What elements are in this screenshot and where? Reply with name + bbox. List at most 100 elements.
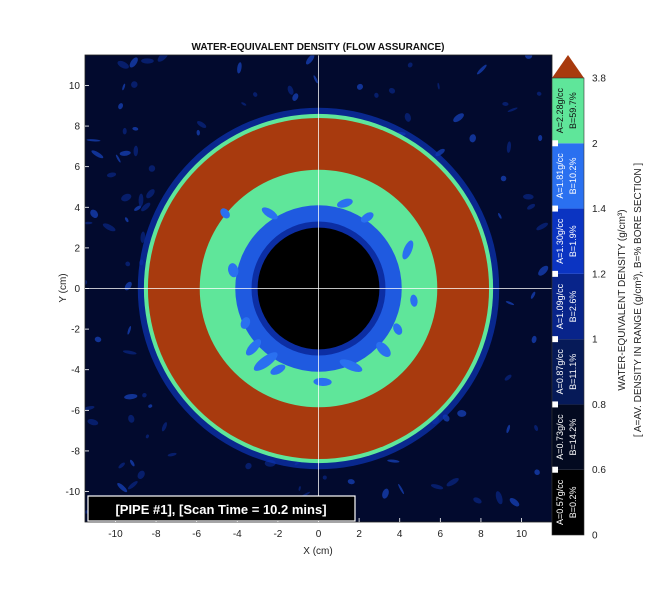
y-tick-label: -8 — [71, 446, 80, 457]
y-tick-label: 6 — [74, 162, 80, 173]
noise-speckle — [322, 475, 327, 480]
noise-speckle — [509, 497, 520, 507]
y-tick-label: -4 — [71, 365, 80, 376]
noise-speckle — [197, 121, 207, 128]
noise-speckle — [133, 145, 139, 157]
noise-speckle — [115, 154, 121, 163]
deposit-inclusion — [228, 263, 239, 278]
colorbar-band — [552, 469, 584, 535]
deposit-inclusion — [393, 323, 403, 335]
noise-speckle — [118, 462, 125, 469]
x-tick-label: -6 — [192, 529, 201, 540]
colorbar-overflow-arrow — [552, 55, 584, 78]
scan-annotation: [PIPE #1], [Scan Time = 10.2 mins] — [87, 495, 356, 522]
colorbar-tick-label: 0.6 — [592, 465, 606, 476]
deposit-inclusion — [313, 377, 332, 386]
noise-speckle — [382, 488, 389, 499]
noise-speckle — [141, 202, 151, 212]
colorbar-title: WATER-EQUIVALENT DENSITY (g/cm³) — [617, 209, 628, 390]
noise-speckle — [122, 83, 126, 91]
x-tick-label: 8 — [478, 529, 484, 540]
noise-speckle — [298, 486, 301, 491]
noise-speckle — [469, 134, 476, 143]
colorbar-band-label-a: A=1.30g/cc — [555, 218, 565, 264]
noise-speckle — [538, 265, 549, 276]
noise-speckle — [148, 165, 156, 172]
noise-speckle — [127, 325, 132, 335]
colorbar-tick-label: 1.2 — [592, 269, 606, 280]
noise-speckle — [374, 92, 379, 98]
noise-speckle — [196, 129, 200, 136]
deposit-inclusion — [337, 198, 353, 208]
noise-speckle — [87, 418, 99, 426]
colorbar-band-label-b: B=2.6% — [568, 291, 578, 323]
noise-speckle — [500, 175, 507, 182]
noise-speckle — [237, 62, 242, 74]
y-tick-label: -10 — [66, 487, 81, 498]
noise-speckle — [530, 291, 536, 299]
x-tick-label: 4 — [397, 529, 403, 540]
noise-speckle — [453, 113, 464, 123]
noise-speckle — [505, 301, 515, 306]
deposit-inclusion — [410, 294, 418, 307]
noise-speckle — [124, 394, 138, 400]
y-tick-label: -6 — [71, 406, 80, 417]
noise-speckle — [522, 194, 534, 200]
noise-speckle — [506, 424, 511, 434]
noise-speckle — [504, 374, 512, 381]
noise-speckle — [142, 392, 147, 398]
noise-speckle — [129, 57, 138, 68]
noise-speckle — [457, 409, 467, 417]
x-tick-label: -8 — [152, 529, 161, 540]
noise-speckle — [167, 452, 177, 457]
colorbar-separator — [552, 140, 558, 147]
noise-speckle — [90, 209, 99, 218]
y-tick-label: 4 — [74, 203, 80, 214]
noise-speckle — [437, 82, 440, 90]
noise-speckle — [129, 459, 135, 467]
noise-speckle — [476, 64, 487, 75]
scan-annotation-text: [PIPE #1], [Scan Time = 10.2 mins] — [115, 502, 326, 517]
x-tick-label: -10 — [108, 529, 123, 540]
noise-speckle — [132, 126, 139, 131]
colorbar-tick-label: 0.8 — [592, 400, 606, 411]
y-axis: -10 -8 -6 -4 -2 0 2 4 6 8 10 — [66, 81, 89, 498]
chart-title: WATER-EQUIVALENT DENSITY (FLOW ASSURANCE… — [192, 42, 445, 53]
colorbar: A=0.57g/cc B=0.2% A=0.73g/cc B=14.2% A=0.87g… — [551, 55, 606, 542]
colorbar-band-label-a: A=1.81g/cc — [555, 153, 565, 199]
noise-speckle — [140, 231, 146, 243]
y-tick-label: -2 — [71, 325, 80, 336]
colorbar-band-label-b: B=0.2% — [568, 486, 578, 518]
noise-speckle — [138, 193, 144, 207]
noise-speckle — [313, 75, 318, 84]
noise-speckle — [141, 58, 154, 64]
colorbar-subtitle: [ A=AV. DENSITY IN RANGE (g/cm³), B=% BO… — [633, 163, 644, 438]
noise-speckle — [121, 193, 132, 202]
noise-speckle — [534, 424, 539, 431]
noise-speckle — [506, 141, 512, 153]
colorbar-band-label-b: B=10.2% — [568, 158, 578, 195]
deposit-inclusion — [261, 207, 278, 220]
noise-speckle — [127, 481, 138, 490]
noise-speckle — [245, 462, 252, 470]
noise-speckle — [85, 405, 95, 411]
x-tick-label: 0 — [316, 529, 322, 540]
colorbar-band-label-b: B=59.7% — [568, 92, 578, 129]
noise-speckle — [148, 404, 153, 408]
noise-speckle — [124, 217, 129, 223]
deposit-inclusion — [376, 341, 391, 357]
noise-speckle — [527, 203, 536, 210]
colorbar-separator — [552, 401, 558, 408]
x-tick-label: -4 — [233, 529, 242, 540]
noise-speckle — [534, 469, 540, 476]
noise-speckle — [241, 102, 247, 106]
colorbar-band-label-a: A=2.28g/cc — [555, 88, 565, 134]
noise-speckle — [131, 81, 138, 88]
noise-speckle — [398, 483, 405, 495]
noise-speckle — [146, 189, 155, 199]
deposit-patches — [220, 198, 418, 386]
colorbar-band-label-a: A=0.87g/cc — [555, 349, 565, 395]
deposit-inclusion — [245, 339, 262, 356]
noise-speckle — [253, 92, 258, 97]
